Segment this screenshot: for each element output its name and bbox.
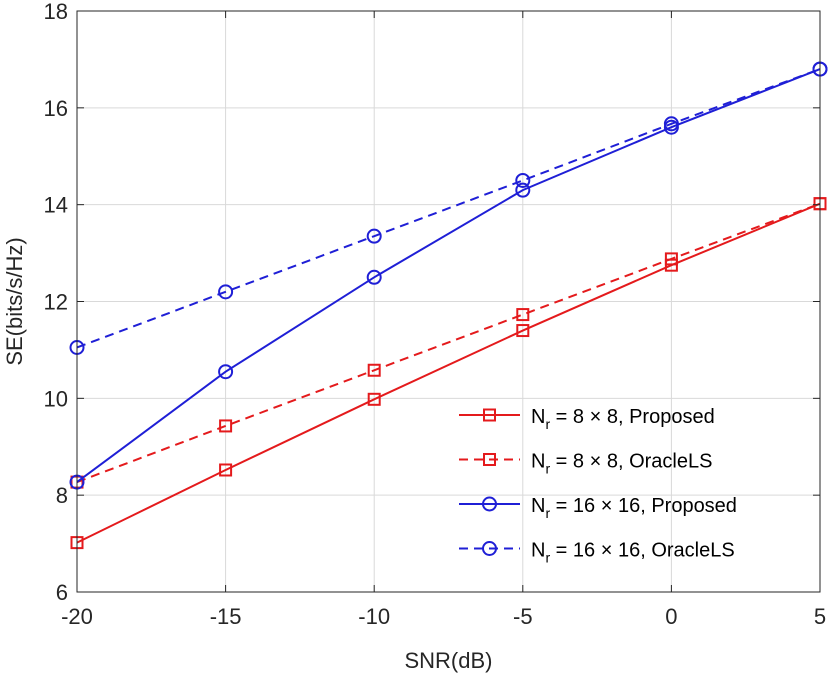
series-line	[76, 68, 821, 349]
legend-label-rest: = 8 × 8, Proposed	[550, 406, 715, 428]
legend-entry: Nr = 8 × 8, OracleLS	[459, 451, 712, 477]
legend-label: Nr = 8 × 8, Proposed	[531, 406, 715, 432]
legend-marker	[482, 541, 497, 556]
y-tick-label: 6	[56, 580, 68, 605]
data-point-marker	[516, 324, 530, 338]
data-point-marker	[664, 252, 678, 266]
legend-label-main: N	[531, 451, 545, 473]
legend-label-main: N	[531, 495, 545, 517]
grid-lines	[76, 10, 821, 593]
legend-entry: Nr = 16 × 16, OracleLS	[459, 540, 735, 566]
legend-label-subscript: r	[545, 505, 550, 521]
axes: -20 -15 -10 -5 0 5 6 8 10 12 14 16 18	[44, 0, 827, 629]
series-line	[76, 202, 821, 484]
data-point-marker	[367, 363, 381, 377]
series-group	[69, 61, 828, 550]
data-point-marker	[515, 182, 531, 198]
data-point-marker	[219, 463, 233, 477]
y-tick-label: 16	[44, 96, 68, 121]
y-tick-label: 18	[44, 0, 68, 24]
x-tick-label: 0	[665, 604, 677, 629]
legend-label: Nr = 16 × 16, OracleLS	[531, 540, 735, 566]
series-line	[76, 202, 821, 544]
x-tick-label: 5	[814, 604, 826, 629]
data-point-marker	[515, 172, 531, 188]
data-point-marker	[516, 308, 530, 322]
data-point-marker	[367, 392, 381, 406]
series-3	[69, 61, 828, 490]
legend-marker	[482, 496, 497, 512]
y-tick-label: 12	[44, 290, 68, 315]
data-point-marker	[218, 364, 234, 380]
y-axis-title: SE(bits/s/Hz)	[2, 237, 27, 365]
x-axis-title: SNR(dB)	[404, 648, 492, 673]
legend-label-subscript: r	[545, 461, 550, 477]
legend-label-rest: = 16 × 16, Proposed	[550, 495, 737, 517]
legend-label-subscript: r	[545, 416, 550, 432]
legend-label-rest: = 16 × 16, OracleLS	[550, 540, 735, 562]
y-tick-label: 10	[44, 386, 68, 411]
legend-label-subscript: r	[545, 550, 550, 566]
data-point-marker	[219, 419, 233, 433]
legend-marker	[483, 453, 496, 466]
data-point-marker	[366, 269, 382, 285]
y-tick-label: 8	[56, 483, 68, 508]
legend-entry: Nr = 8 × 8, Proposed	[459, 406, 715, 432]
data-point-marker	[663, 116, 679, 132]
series-4	[69, 61, 828, 355]
legend-entry: Nr = 16 × 16, Proposed	[459, 495, 737, 521]
legend-label: Nr = 8 × 8, OracleLS	[531, 451, 712, 477]
legend-label: Nr = 16 × 16, Proposed	[531, 495, 737, 521]
data-point-marker	[218, 284, 234, 300]
series-line	[76, 68, 821, 483]
y-tick-label: 14	[44, 193, 68, 218]
legend-label-main: N	[531, 406, 545, 428]
x-tick-label: -20	[61, 604, 93, 629]
data-point-marker	[366, 228, 382, 244]
legend-label-rest: = 8 × 8, OracleLS	[550, 451, 712, 473]
legend-label-main: N	[531, 540, 545, 562]
legend-marker	[483, 408, 496, 422]
x-tick-label: -5	[513, 604, 533, 629]
x-tick-label: -15	[210, 604, 242, 629]
x-tick-label: -10	[358, 604, 390, 629]
